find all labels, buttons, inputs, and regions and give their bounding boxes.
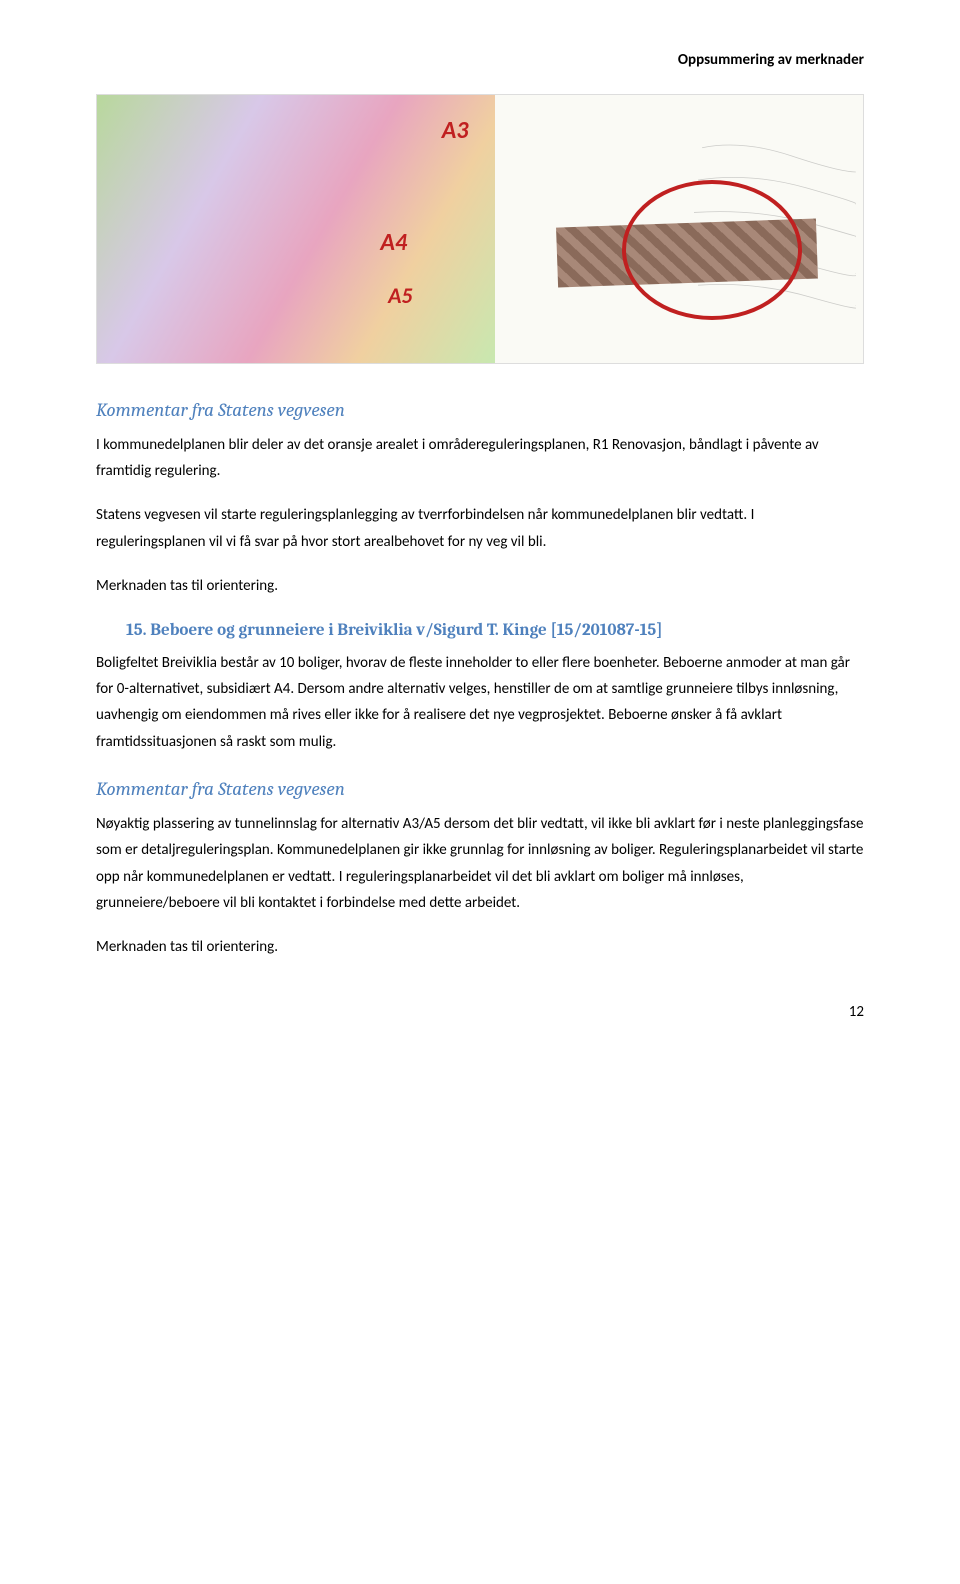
comment1-para2: Statens vegvesen vil starte reguleringsp…: [96, 502, 864, 555]
section-15-heading: 15. Beboere og grunneiere i Breiviklia v…: [126, 617, 864, 646]
map-label-a4: A4: [380, 223, 407, 264]
page-header: Oppsummering av merknader: [96, 48, 864, 74]
orientation-note-1: Merknaden tas til orientering.: [96, 573, 864, 599]
orientation-note-2: Merknaden tas til orientering.: [96, 934, 864, 960]
comment-heading-1: Kommentar fra Statens vegvesen: [96, 394, 864, 426]
comment1-para1: I kommunedelplanen blir deler av det ora…: [96, 432, 864, 485]
section-15-para: Boligfeltet Breiviklia består av 10 boli…: [96, 650, 864, 755]
map-red-circle: [622, 180, 802, 320]
map-label-a5: A5: [388, 277, 412, 314]
map-left-region: [97, 95, 495, 363]
comment2-para: Nøyaktig plassering av tunnelinnslag for…: [96, 811, 864, 916]
map-figure: A3 A4 A5: [96, 94, 864, 364]
page-number: 12: [96, 1000, 864, 1026]
comment-heading-2: Kommentar fra Statens vegvesen: [96, 773, 864, 805]
map-label-a3: A3: [442, 111, 469, 152]
